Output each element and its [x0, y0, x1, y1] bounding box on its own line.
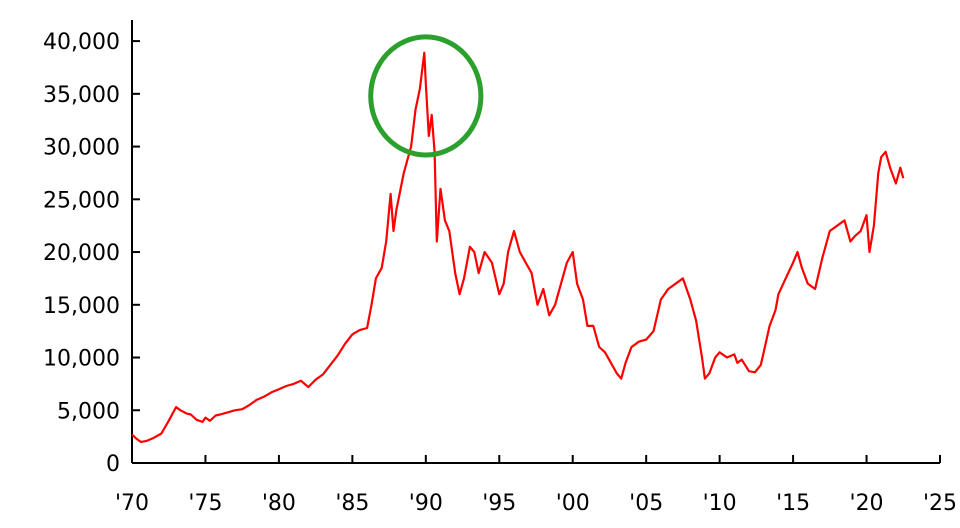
- x-tick-label: '85: [335, 491, 369, 516]
- y-tick-label: 0: [106, 452, 120, 477]
- x-tick-label: '95: [482, 491, 516, 516]
- y-tick-label: 30,000: [43, 136, 120, 161]
- y-tick-label: 15,000: [43, 294, 120, 319]
- y-tick-label: 25,000: [43, 188, 120, 213]
- peak-highlight-circle: [368, 34, 484, 158]
- x-tick-label: '05: [629, 491, 663, 516]
- y-tick-label: 5,000: [57, 399, 120, 424]
- x-tick-label: '25: [923, 491, 957, 516]
- annotation-layer: [368, 34, 484, 158]
- axes: [131, 20, 940, 464]
- tick-labels: 0 5,000 10,000 15,000 20,000 25,000 30,000 35,0…: [43, 30, 957, 516]
- y-tick-label: 10,000: [43, 347, 120, 372]
- y-tick-label: 40,000: [43, 30, 120, 55]
- y-tick-label: 35,000: [43, 83, 120, 108]
- x-tick-label: '15: [776, 491, 810, 516]
- y-tick-label: 20,000: [43, 241, 120, 266]
- x-tick-label: '90: [409, 491, 443, 516]
- tick-marks: [131, 40, 941, 464]
- series-layer: [131, 51, 905, 443]
- x-tick-label: '75: [188, 491, 222, 516]
- x-tick-label: '00: [556, 491, 590, 516]
- x-tick-label: '20: [850, 491, 884, 516]
- x-tick-label: '80: [262, 491, 296, 516]
- series-line-0: [131, 51, 905, 443]
- x-tick-label: '10: [703, 491, 737, 516]
- x-tick-label: '70: [115, 491, 149, 516]
